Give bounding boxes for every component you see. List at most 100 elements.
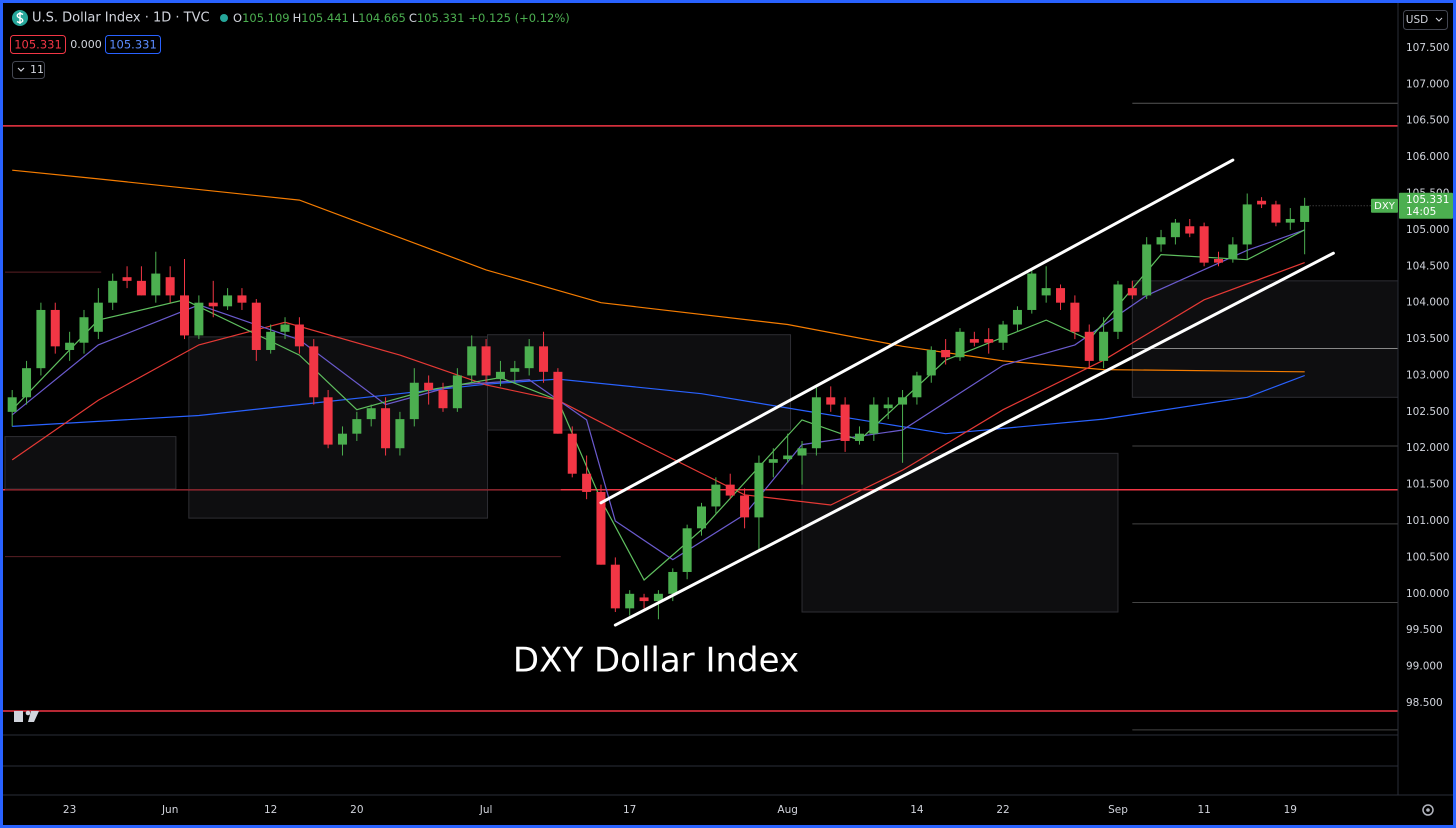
x-tick-label: 11 bbox=[1197, 804, 1210, 816]
y-tick-label: 101.500 bbox=[1406, 479, 1449, 491]
candle-body bbox=[1185, 226, 1195, 234]
x-tick-label: Jun bbox=[161, 804, 178, 816]
candle-body bbox=[697, 506, 706, 529]
indicators-toggle[interactable] bbox=[12, 61, 45, 79]
market-status[interactable] bbox=[220, 14, 228, 22]
sell-price: 105.331 bbox=[14, 38, 62, 52]
candle-body bbox=[1056, 288, 1066, 303]
x-tick-label: Jul bbox=[479, 804, 493, 816]
sell-button[interactable] bbox=[10, 35, 66, 54]
candle-body bbox=[136, 280, 146, 296]
x-tick-label: 12 bbox=[264, 804, 277, 816]
y-tick-label: 104.000 bbox=[1406, 297, 1449, 309]
candle-body bbox=[811, 397, 821, 449]
candle-body bbox=[998, 324, 1008, 343]
candle-body bbox=[22, 368, 32, 398]
change-label: +0.125 (+0.12%) bbox=[468, 11, 569, 25]
annotation: DXY Dollar Index bbox=[513, 641, 799, 681]
x-tick-label: Aug bbox=[777, 804, 798, 816]
candle-body bbox=[1041, 288, 1051, 296]
trendline bbox=[613, 251, 1335, 627]
candle-body bbox=[495, 371, 505, 380]
chevron-icon bbox=[17, 67, 25, 72]
candle-body bbox=[524, 346, 534, 369]
candle-body bbox=[65, 342, 75, 350]
y-tick-label: 106.000 bbox=[1406, 151, 1449, 163]
candle-body bbox=[352, 419, 362, 434]
candle-body bbox=[898, 397, 908, 405]
candle-body bbox=[1170, 222, 1180, 238]
x-tick-label: 17 bbox=[623, 804, 636, 816]
ohlc-value: 104.665 bbox=[358, 11, 406, 25]
candle-body bbox=[1127, 288, 1137, 296]
candle-body bbox=[653, 593, 663, 602]
y-tick-label: 107.500 bbox=[1406, 42, 1449, 54]
ohlc-value: 105.441 bbox=[301, 11, 349, 25]
candle-body bbox=[93, 302, 103, 332]
x-tick-label: 22 bbox=[996, 804, 1009, 816]
moving-average bbox=[12, 374, 1305, 435]
candle-body bbox=[1012, 309, 1022, 325]
candle-body bbox=[768, 459, 778, 463]
zone bbox=[801, 452, 1119, 613]
candle-body bbox=[194, 302, 204, 336]
candle-body bbox=[1300, 205, 1310, 222]
x-tick-label: 23 bbox=[63, 804, 76, 816]
candle-body bbox=[682, 528, 692, 572]
y-tick-label: 100.000 bbox=[1406, 588, 1449, 600]
ohlc-value: 105.331 bbox=[417, 11, 465, 25]
candle-body bbox=[395, 419, 405, 449]
zone bbox=[1131, 280, 1398, 398]
zone bbox=[4, 436, 177, 490]
tv-logo-part bbox=[28, 711, 39, 722]
countdown: 14:05 bbox=[1406, 206, 1436, 218]
candle-body bbox=[1285, 218, 1295, 223]
y-tick-label: 105.000 bbox=[1406, 224, 1449, 236]
candle-body bbox=[79, 317, 89, 343]
candle-body bbox=[711, 484, 721, 507]
y-tick-label: 102.500 bbox=[1406, 406, 1449, 418]
y-tick-label: 103.500 bbox=[1406, 333, 1449, 345]
candle-body bbox=[108, 280, 118, 303]
y-tick-label: 101.000 bbox=[1406, 515, 1449, 527]
x-tick-label: Sep bbox=[1108, 804, 1128, 816]
candle-body bbox=[337, 433, 347, 445]
candle-body bbox=[725, 484, 735, 496]
currency-button[interactable] bbox=[1403, 10, 1448, 30]
settings-button[interactable] bbox=[1422, 804, 1434, 816]
buy-price: 105.331 bbox=[109, 38, 157, 52]
candle-body bbox=[266, 331, 276, 350]
candle-body bbox=[955, 331, 965, 358]
candle-body bbox=[122, 277, 132, 281]
candle-body bbox=[639, 597, 649, 602]
candle-body bbox=[381, 408, 391, 449]
candle-body bbox=[294, 324, 304, 347]
y-tick-label: 99.500 bbox=[1406, 624, 1443, 636]
candle-body bbox=[208, 302, 218, 307]
candle-body bbox=[984, 339, 994, 343]
candle-body bbox=[309, 346, 319, 398]
y-tick-label: 103.000 bbox=[1406, 369, 1449, 381]
candle-body bbox=[1084, 331, 1094, 361]
symbol-tag bbox=[1371, 198, 1398, 213]
y-tick-label: 107.000 bbox=[1406, 78, 1449, 90]
candle-body bbox=[912, 375, 922, 398]
candle-body bbox=[610, 564, 620, 609]
y-tick-label: 100.500 bbox=[1406, 551, 1449, 563]
ohlc-legend: O105.109 H105.441 L104.665 C105.331 +0.125 (… bbox=[233, 11, 570, 25]
y-tick-label: 104.500 bbox=[1406, 260, 1449, 272]
candle-body bbox=[926, 349, 936, 376]
candle-body bbox=[1142, 244, 1152, 296]
candle-body bbox=[36, 309, 46, 369]
candle-body bbox=[452, 375, 462, 409]
symbol-icon-glyph bbox=[16, 12, 24, 24]
chart-title[interactable]: U.S. Dollar Index · 1D · TVC bbox=[32, 11, 210, 26]
buy-button[interactable] bbox=[105, 35, 161, 54]
settings-icon bbox=[1426, 808, 1430, 812]
candle-body bbox=[251, 302, 261, 350]
candle-body bbox=[567, 433, 577, 474]
candle-body bbox=[223, 295, 233, 307]
candle-body bbox=[366, 408, 376, 420]
